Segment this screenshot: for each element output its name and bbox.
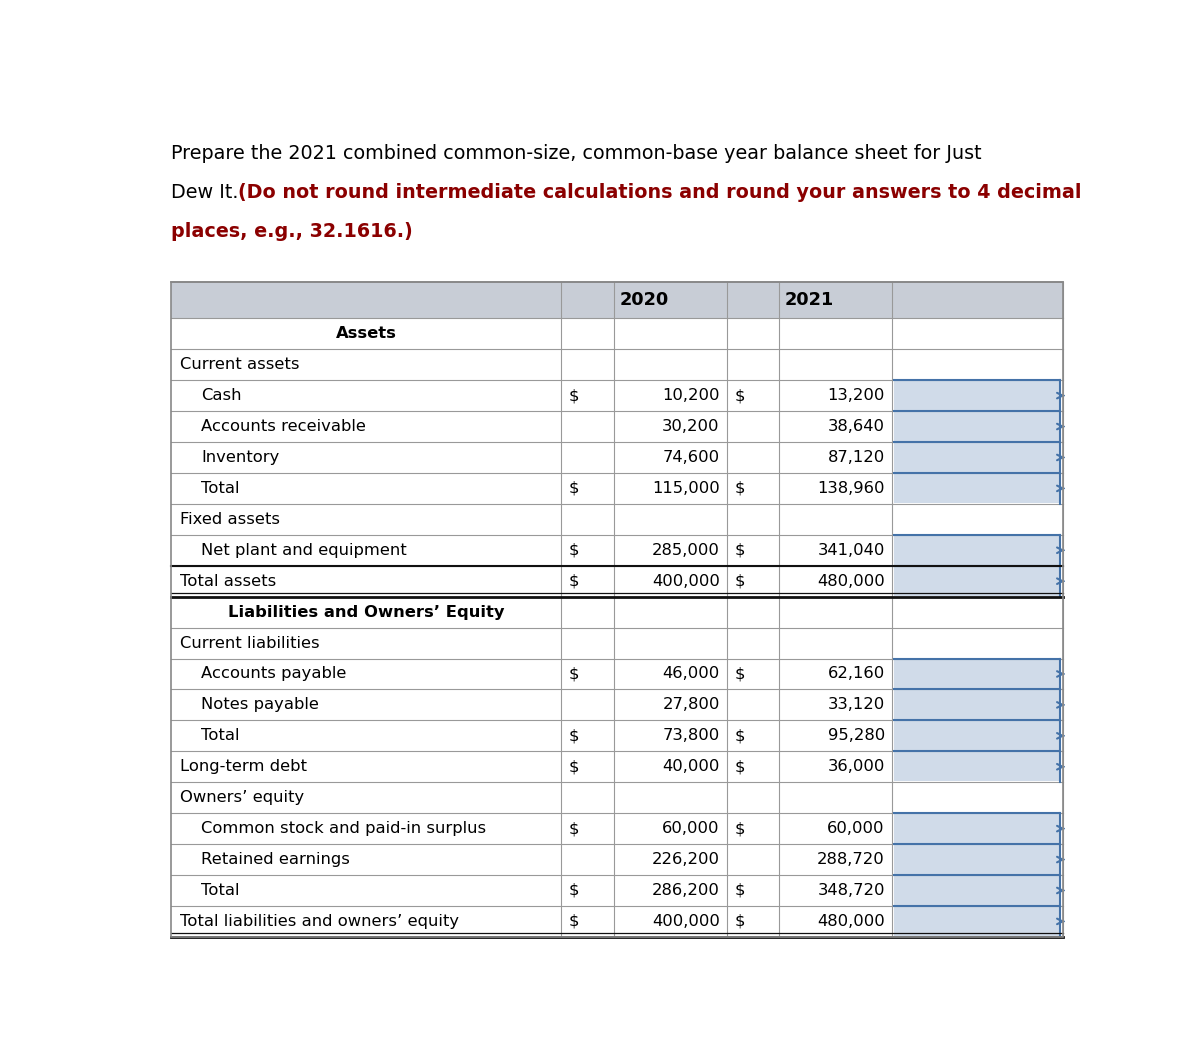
Bar [895,689,1061,720]
Text: 285,000: 285,000 [651,543,720,558]
Text: $: $ [734,543,745,558]
Text: Total: Total [201,883,240,898]
Bar [895,566,1061,596]
Text: $: $ [568,759,579,774]
Text: 27,800: 27,800 [662,697,720,712]
Text: 400,000: 400,000 [651,914,720,929]
Text: $: $ [568,914,579,929]
Text: 36,000: 36,000 [827,759,885,774]
Text: $: $ [568,822,579,836]
Text: 288,720: 288,720 [818,852,885,867]
Bar [895,752,1061,781]
Bar [895,813,1061,844]
Text: Notes payable: Notes payable [201,697,319,712]
Text: 480,000: 480,000 [818,914,885,929]
Bar [895,658,1061,689]
Text: $: $ [568,883,579,898]
Text: $: $ [734,388,745,403]
Text: 2020: 2020 [620,292,668,310]
Bar [895,906,1061,936]
Text: Inventory: Inventory [201,449,279,465]
Text: 46,000: 46,000 [662,667,720,682]
Text: 95,280: 95,280 [827,728,885,743]
Text: 38,640: 38,640 [828,419,885,434]
Text: 60,000: 60,000 [662,822,720,836]
Text: Prepare the 2021 combined common-size, common-base year balance sheet for Just: Prepare the 2021 combined common-size, c… [171,143,981,162]
Text: $: $ [734,883,745,898]
Text: places, e.g., 32.1616.): places, e.g., 32.1616.) [171,222,413,241]
Text: $: $ [734,728,745,743]
Text: $: $ [734,914,745,929]
Text: Owners’ equity: Owners’ equity [181,790,305,806]
Text: (Do not round intermediate calculations and round your answers to 4 decimal: (Do not round intermediate calculations … [238,182,1081,201]
Text: 87,120: 87,120 [827,449,885,465]
Bar [895,381,1061,410]
Text: Cash: Cash [201,388,241,403]
Text: Accounts receivable: Accounts receivable [201,419,366,434]
Bar [895,473,1061,503]
Text: Current liabilities: Current liabilities [181,636,320,651]
Text: $: $ [568,573,579,588]
Bar [895,844,1061,874]
Text: Total assets: Total assets [181,573,277,588]
Text: Net plant and equipment: Net plant and equipment [201,543,407,558]
Bar [171,282,1063,318]
Text: $: $ [734,481,745,496]
Text: Total: Total [201,481,240,496]
Text: $: $ [734,759,745,774]
Text: 30,200: 30,200 [662,419,720,434]
Text: 138,960: 138,960 [818,481,885,496]
Text: 10,200: 10,200 [662,388,720,403]
Bar [895,442,1061,472]
Text: 286,200: 286,200 [651,883,720,898]
Text: Total: Total [201,728,240,743]
Text: Liabilities and Owners’ Equity: Liabilities and Owners’ Equity [228,604,504,620]
Text: $: $ [568,667,579,682]
Text: $: $ [568,388,579,403]
Text: $: $ [734,822,745,836]
Text: Common stock and paid-in surplus: Common stock and paid-in surplus [201,822,486,836]
Text: Retained earnings: Retained earnings [201,852,350,867]
Text: Current assets: Current assets [181,357,300,372]
Bar [895,874,1061,905]
Text: 115,000: 115,000 [651,481,720,496]
Text: 62,160: 62,160 [827,667,885,682]
Text: 480,000: 480,000 [818,573,885,588]
Text: 40,000: 40,000 [662,759,720,774]
Text: 348,720: 348,720 [818,883,885,898]
Text: Fixed assets: Fixed assets [181,512,281,527]
Text: 2021: 2021 [785,292,834,310]
Text: $: $ [734,573,745,588]
Bar [171,282,1063,937]
Text: 33,120: 33,120 [827,697,885,712]
Text: $: $ [568,728,579,743]
Text: Accounts payable: Accounts payable [201,667,347,682]
Text: 400,000: 400,000 [651,573,720,588]
Text: 60,000: 60,000 [827,822,885,836]
Text: 341,040: 341,040 [818,543,885,558]
Text: 74,600: 74,600 [662,449,720,465]
Text: Dew It.: Dew It. [171,182,244,201]
Text: 73,800: 73,800 [662,728,720,743]
Text: 226,200: 226,200 [651,852,720,867]
Text: $: $ [568,481,579,496]
Text: Long-term debt: Long-term debt [181,759,307,774]
Text: Assets: Assets [336,326,396,341]
Text: $: $ [568,543,579,558]
Bar [895,535,1061,565]
Text: 13,200: 13,200 [827,388,885,403]
Bar [895,411,1061,441]
Bar [895,721,1061,750]
Text: $: $ [734,667,745,682]
Text: Total liabilities and owners’ equity: Total liabilities and owners’ equity [181,914,460,929]
